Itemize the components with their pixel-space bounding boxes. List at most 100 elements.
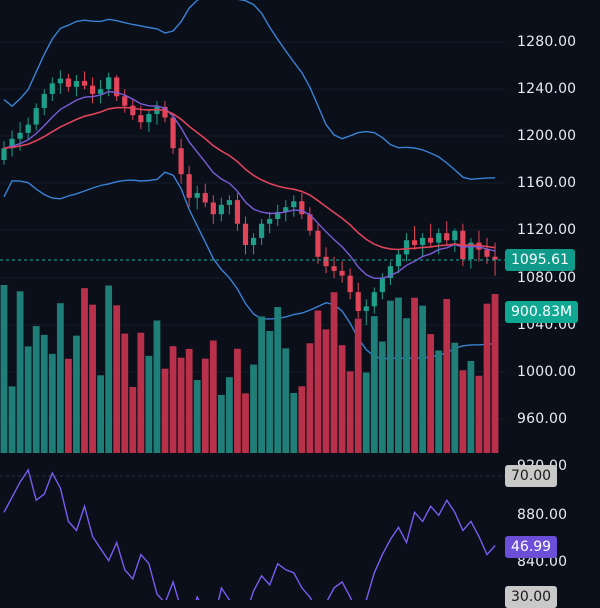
candle-body bbox=[130, 105, 136, 116]
volume-bar bbox=[129, 386, 137, 453]
candle-body bbox=[122, 96, 128, 106]
candle-body bbox=[154, 106, 160, 114]
slow-ma-line bbox=[3, 106, 496, 251]
candle-body bbox=[226, 200, 232, 205]
candle-body bbox=[106, 77, 112, 90]
volume-bar bbox=[266, 330, 274, 453]
volume-bar bbox=[491, 294, 499, 453]
volume-bar bbox=[403, 318, 410, 453]
volume-bar bbox=[161, 368, 169, 453]
candle-body bbox=[452, 230, 458, 241]
candle-body bbox=[428, 237, 434, 243]
candle-body bbox=[275, 211, 281, 219]
candle-body bbox=[49, 83, 55, 94]
candle-body bbox=[436, 233, 442, 243]
bollinger-upper-line bbox=[3, 0, 496, 181]
volume-bar bbox=[298, 386, 306, 453]
volume-bar bbox=[242, 393, 249, 453]
volume-bar bbox=[250, 364, 257, 453]
rsi-value-tag: 46.99 bbox=[505, 536, 558, 558]
volume-bar bbox=[330, 292, 338, 453]
candle-body bbox=[484, 249, 490, 257]
volume-bar bbox=[113, 305, 121, 453]
candle-body bbox=[41, 93, 47, 109]
candle-body bbox=[307, 214, 313, 231]
candle-body bbox=[170, 117, 176, 149]
candle-body bbox=[178, 148, 184, 175]
candle-body bbox=[234, 200, 241, 224]
price-tick: 840.00 bbox=[517, 554, 568, 570]
volume-bar bbox=[419, 305, 426, 453]
volume-bar bbox=[153, 320, 161, 453]
volume-bar bbox=[274, 307, 282, 453]
volume-bar bbox=[209, 340, 217, 453]
candle-body bbox=[57, 78, 63, 84]
candle-body bbox=[323, 256, 329, 267]
candle-body bbox=[468, 242, 474, 260]
volume-bars bbox=[0, 285, 499, 453]
volume-bar bbox=[362, 372, 370, 453]
candle-body bbox=[89, 85, 96, 94]
volume-bar bbox=[65, 358, 72, 453]
volume-bar bbox=[234, 348, 241, 453]
candle-body bbox=[146, 113, 152, 123]
candle-body bbox=[339, 270, 345, 276]
candle-body bbox=[98, 89, 104, 94]
price-tick: 1280.00 bbox=[517, 34, 577, 50]
volume-bar bbox=[435, 350, 443, 453]
candle-body bbox=[81, 80, 88, 86]
candle-body bbox=[444, 233, 450, 241]
volume-bar bbox=[89, 304, 96, 453]
candle-body bbox=[387, 266, 393, 278]
volume-bar bbox=[185, 348, 193, 453]
price-tick: 1240.00 bbox=[517, 81, 577, 97]
candle-body bbox=[283, 207, 289, 212]
volume-bar bbox=[97, 375, 104, 453]
volume-bar bbox=[217, 394, 225, 453]
volume-bar bbox=[467, 360, 475, 453]
chart-panel[interactable] bbox=[0, 0, 505, 608]
volume-bar bbox=[177, 357, 185, 453]
candle-body bbox=[403, 240, 410, 255]
price-tick: 1000.00 bbox=[517, 364, 577, 380]
candle-body bbox=[250, 237, 257, 245]
candle-body bbox=[267, 219, 273, 224]
price-tick: 1160.00 bbox=[517, 175, 577, 191]
candle-body bbox=[1, 148, 7, 160]
volume-bar bbox=[387, 300, 394, 453]
volume-bar bbox=[370, 316, 378, 453]
candle-body bbox=[17, 132, 23, 139]
volume-bar bbox=[475, 375, 483, 453]
volume-bar bbox=[322, 329, 330, 453]
volume-bar bbox=[338, 345, 346, 453]
candle-body bbox=[259, 223, 265, 238]
volume-bar bbox=[73, 335, 80, 453]
volume-bar bbox=[459, 370, 467, 453]
volume-bar bbox=[451, 342, 459, 453]
candle-body bbox=[315, 230, 321, 257]
candle-body bbox=[331, 266, 337, 271]
volume-bar bbox=[226, 377, 233, 453]
volume-bar bbox=[346, 371, 354, 453]
candle-body bbox=[492, 256, 498, 260]
volume-bar bbox=[258, 316, 265, 453]
price-chart[interactable] bbox=[0, 0, 505, 608]
price-tick: 1120.00 bbox=[517, 222, 577, 238]
volume-bar bbox=[56, 303, 64, 453]
candle-body bbox=[194, 193, 200, 198]
candle-body bbox=[371, 292, 377, 307]
volume-bar bbox=[81, 288, 88, 453]
volume-bar bbox=[105, 285, 113, 453]
volume-bar bbox=[48, 353, 56, 453]
candle-body bbox=[363, 306, 369, 312]
volume-bar bbox=[411, 297, 418, 453]
price-tick: 960.00 bbox=[517, 411, 568, 427]
volume-bar bbox=[145, 355, 153, 453]
candle-body bbox=[186, 174, 192, 198]
volume-bar bbox=[427, 334, 435, 453]
candle-body bbox=[347, 275, 353, 293]
volume-bar bbox=[201, 358, 209, 453]
rsi-upper-tag: 70.00 bbox=[505, 465, 558, 487]
volume-bar bbox=[16, 291, 24, 453]
price-axis[interactable]: 1280.00 1240.00 1200.00 1160.00 1120.00 … bbox=[505, 0, 600, 608]
